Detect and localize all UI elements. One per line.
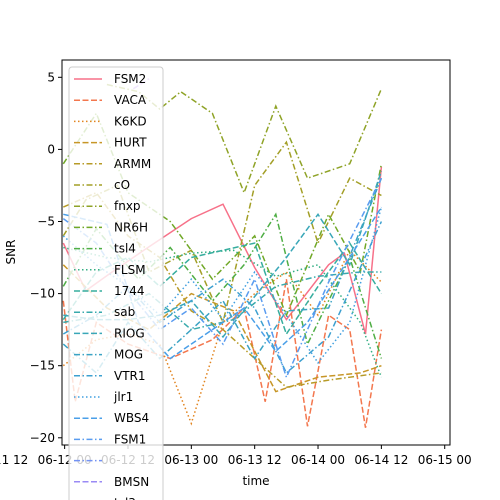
- legend-label: tsl3: [114, 496, 136, 500]
- legend-label: VACA: [114, 93, 147, 107]
- legend-label: tsl4: [114, 242, 136, 256]
- legend-label: RIOG: [114, 326, 145, 340]
- x-tick-label: 06-15 00: [418, 453, 472, 467]
- y-tick-label: −20: [30, 431, 55, 445]
- y-tick-label: −15: [30, 359, 55, 373]
- legend-label: jlr1: [113, 390, 133, 404]
- legend-label: MOG: [114, 348, 143, 362]
- legend-label: FSM1: [114, 432, 146, 446]
- y-tick-label: 5: [47, 70, 55, 84]
- legend-label: 1744: [114, 284, 145, 298]
- x-tick-label: 06-14 12: [354, 453, 408, 467]
- y-axis-title: SNR: [4, 240, 18, 265]
- x-tick-label: 06-14 00: [291, 453, 345, 467]
- legend: FSM2 VACA K6KD HURT ARMM cO fnxp NR6H tsl4 FLSM 17…: [68, 66, 164, 500]
- x-tick-label: 06-13 00: [164, 453, 218, 467]
- legend-label: FLSM: [114, 263, 146, 277]
- legend-label: BMSN: [114, 475, 149, 489]
- x-tick-label: 06-13 12: [228, 453, 282, 467]
- legend-label: K6KD: [114, 114, 147, 128]
- legend-label: FSM2: [114, 72, 146, 86]
- legend-label: cO: [114, 178, 130, 192]
- legend-label: NR6H: [114, 220, 148, 234]
- legend-label: ARMM: [114, 157, 151, 171]
- plot-area-frame: [61, 59, 451, 446]
- series-line-FLSM: [63, 246, 383, 378]
- x-tick-label: 06-11 12: [0, 453, 28, 467]
- y-tick-label: −10: [30, 287, 55, 301]
- series-line-MOG: [62, 177, 383, 375]
- y-tick-label: 0: [47, 142, 55, 156]
- y-axis: 5 0 −5 −10 −15 −20: [30, 70, 62, 445]
- legend-label: HURT: [114, 136, 147, 150]
- series-line-tsl4: [62, 212, 383, 359]
- y-tick-label: −5: [37, 214, 55, 228]
- legend-label: fnxp: [114, 199, 141, 213]
- legend-label: WBS4: [114, 411, 149, 425]
- legend-label: sab: [114, 305, 135, 319]
- x-axis-title: time: [242, 474, 269, 488]
- legend-box: [68, 66, 164, 500]
- legend-label: VTR1: [114, 369, 146, 383]
